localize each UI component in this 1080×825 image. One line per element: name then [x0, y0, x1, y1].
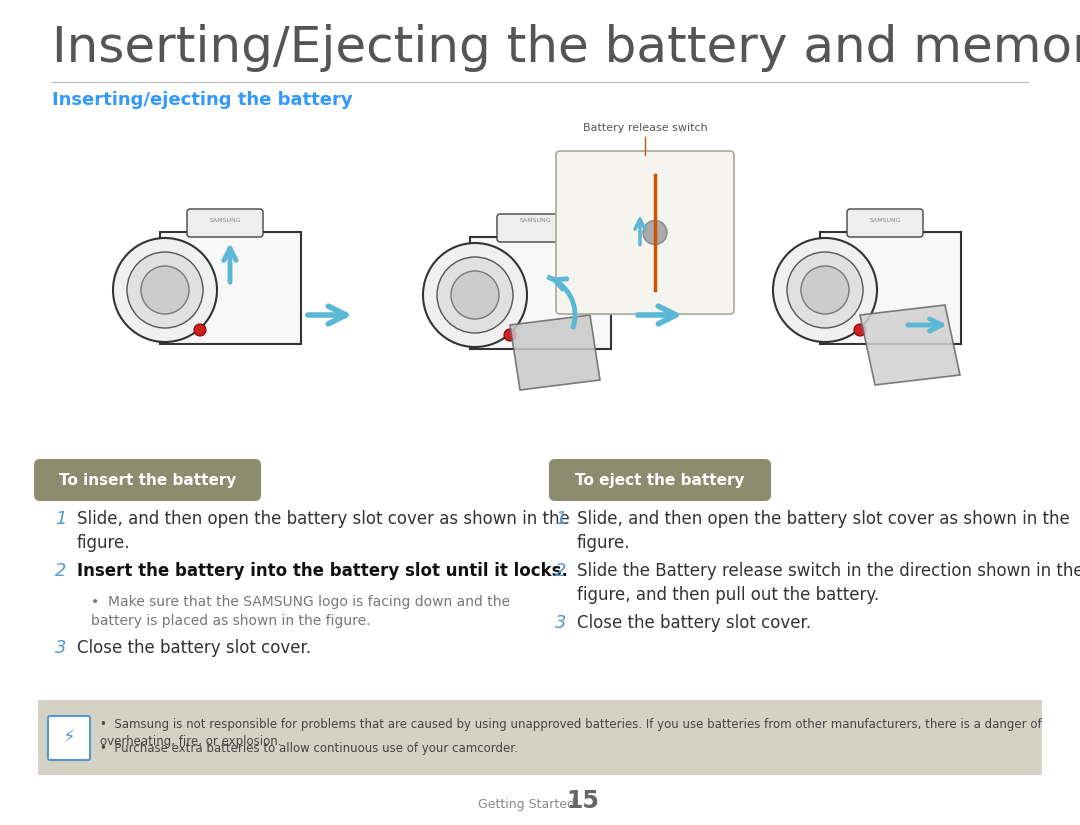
Circle shape	[437, 257, 513, 333]
Polygon shape	[510, 315, 600, 390]
Text: ⚡: ⚡	[63, 729, 76, 747]
Text: Battery release switch: Battery release switch	[582, 123, 707, 133]
Text: Close the battery slot cover.: Close the battery slot cover.	[77, 639, 311, 657]
Circle shape	[194, 324, 206, 336]
Polygon shape	[470, 237, 611, 349]
Text: SAMSUNG: SAMSUNG	[519, 218, 551, 223]
Circle shape	[113, 238, 217, 342]
Text: Slide the Battery release switch in the direction shown in the
figure, and then : Slide the Battery release switch in the …	[577, 562, 1080, 604]
FancyBboxPatch shape	[497, 214, 573, 242]
Text: Slide, and then open the battery slot cover as shown in the
figure.: Slide, and then open the battery slot co…	[77, 510, 570, 552]
Text: 3: 3	[55, 639, 67, 657]
FancyBboxPatch shape	[847, 209, 923, 237]
Circle shape	[504, 329, 516, 341]
Polygon shape	[820, 232, 961, 344]
Circle shape	[451, 271, 499, 319]
FancyBboxPatch shape	[38, 700, 1042, 775]
FancyBboxPatch shape	[549, 459, 771, 501]
Text: •  Samsung is not responsible for problems that are caused by using unapproved b: • Samsung is not responsible for problem…	[100, 718, 1041, 748]
Circle shape	[643, 220, 667, 244]
Text: Getting Started: Getting Started	[478, 798, 575, 811]
Circle shape	[127, 252, 203, 328]
Text: Insert the battery into the battery slot until it locks.: Insert the battery into the battery slot…	[77, 562, 568, 580]
Text: Close the battery slot cover.: Close the battery slot cover.	[577, 614, 811, 632]
FancyBboxPatch shape	[48, 716, 90, 760]
Text: To eject the battery: To eject the battery	[576, 473, 745, 488]
Circle shape	[787, 252, 863, 328]
Text: 2: 2	[55, 562, 67, 580]
FancyBboxPatch shape	[33, 459, 261, 501]
Text: Inserting/ejecting the battery: Inserting/ejecting the battery	[52, 91, 353, 109]
Text: Slide, and then open the battery slot cover as shown in the
figure.: Slide, and then open the battery slot co…	[577, 510, 1070, 552]
Polygon shape	[860, 305, 960, 385]
Circle shape	[773, 238, 877, 342]
Text: •  Make sure that the SAMSUNG logo is facing down and the
battery is placed as s: • Make sure that the SAMSUNG logo is fac…	[91, 595, 510, 628]
Text: •  Purchase extra batteries to allow continuous use of your camcorder.: • Purchase extra batteries to allow cont…	[100, 742, 518, 755]
Text: To insert the battery: To insert the battery	[58, 473, 237, 488]
Text: SAMSUNG: SAMSUNG	[210, 218, 241, 223]
Circle shape	[801, 266, 849, 314]
FancyBboxPatch shape	[187, 209, 264, 237]
Text: 15: 15	[566, 789, 599, 813]
Circle shape	[141, 266, 189, 314]
Text: SAMSUNG: SAMSUNG	[869, 218, 901, 223]
Text: 1: 1	[555, 510, 567, 528]
Text: 2: 2	[555, 562, 567, 580]
Polygon shape	[160, 232, 301, 344]
Circle shape	[854, 324, 866, 336]
Circle shape	[423, 243, 527, 347]
Text: Inserting/Ejecting the battery and memory card: Inserting/Ejecting the battery and memor…	[52, 24, 1080, 72]
Text: 3: 3	[555, 614, 567, 632]
FancyBboxPatch shape	[556, 151, 734, 314]
Text: 1: 1	[55, 510, 67, 528]
